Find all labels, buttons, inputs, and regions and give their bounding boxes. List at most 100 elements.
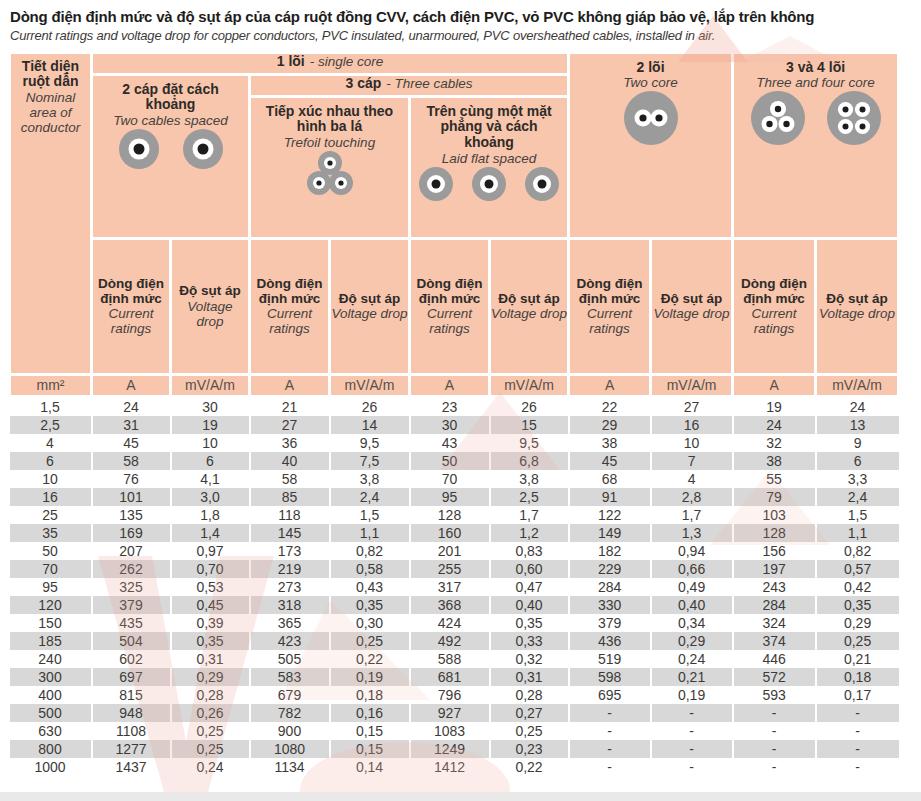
- value-cell: 0,19: [651, 686, 733, 704]
- table-row: 5009480,267820,169270,27----: [10, 704, 899, 722]
- value-cell: 26: [330, 396, 410, 416]
- value-cell: 0,49: [651, 578, 733, 596]
- value-cell: 796: [410, 686, 490, 704]
- single-core-label-en: - single core: [310, 54, 384, 69]
- value-cell: 79: [733, 488, 816, 506]
- value-cell: 19: [733, 396, 816, 416]
- table-row: 63011080,259000,1510830,25----: [10, 722, 899, 740]
- value-cell: -: [651, 722, 733, 740]
- conductor-size-cell: 1000: [10, 758, 92, 776]
- value-cell: 9,5: [490, 434, 569, 452]
- value-cell: 32: [733, 434, 816, 452]
- value-cell: 43: [410, 434, 490, 452]
- value-cell: 0,16: [330, 704, 410, 722]
- trefoil-touching-icon: [304, 150, 356, 196]
- value-cell: 330: [569, 596, 651, 614]
- voltage-drop-header-vn: Độ sụt áp: [491, 291, 567, 306]
- value-cell: 3,8: [330, 470, 410, 488]
- value-cell: 379: [92, 596, 171, 614]
- value-cell: 0,45: [171, 596, 250, 614]
- current-ratings-header-vn: Dòng điện định mức: [734, 276, 814, 306]
- value-cell: 36: [250, 434, 330, 452]
- value-cell: -: [733, 758, 816, 776]
- value-cell: 122: [569, 506, 651, 524]
- value-cell: 0,18: [330, 686, 410, 704]
- group-header-three-four-core: 3 và 4 lõi Three and four core: [733, 52, 899, 238]
- unit-cell: mV/A/m: [816, 374, 899, 396]
- value-cell: 197: [733, 560, 816, 578]
- current-ratings-header-en: Current ratings: [734, 306, 814, 336]
- value-cell: 3,0: [171, 488, 250, 506]
- value-cell: 101: [92, 488, 171, 506]
- current-ratings-header-vn: Dòng điện định mức: [570, 276, 649, 306]
- value-cell: 519: [569, 650, 651, 668]
- value-cell: 602: [92, 650, 171, 668]
- measure-header-row: Dòng điện định mứcCurrent ratingsĐộ sụt …: [10, 238, 899, 374]
- value-cell: 24: [816, 396, 899, 416]
- voltage-drop-header: Độ sụt ápVoltage drop: [651, 238, 733, 374]
- value-cell: -: [816, 704, 899, 722]
- value-cell: 583: [250, 668, 330, 686]
- value-cell: 1,3: [651, 524, 733, 542]
- current-ratings-header-en: Current ratings: [251, 306, 328, 336]
- conductor-size-cell: 70: [10, 560, 92, 578]
- conductor-size-cell: 800: [10, 740, 92, 758]
- page-subtitle: Current ratings and voltage drop for cop…: [10, 28, 921, 45]
- value-cell: 0,21: [816, 650, 899, 668]
- table-row: 702620,702190,582550,602290,661970,57: [10, 560, 899, 578]
- value-cell: 0,40: [651, 596, 733, 614]
- value-cell: 6: [816, 452, 899, 470]
- value-cell: 0,47: [490, 578, 569, 596]
- value-cell: 435: [92, 614, 171, 632]
- value-cell: 1,7: [651, 506, 733, 524]
- value-cell: 4: [651, 470, 733, 488]
- value-cell: 149: [569, 524, 651, 542]
- value-cell: 588: [410, 650, 490, 668]
- value-cell: 0,25: [171, 722, 250, 740]
- value-cell: 1,8: [171, 506, 250, 524]
- value-cell: 681: [410, 668, 490, 686]
- current-ratings-header-en: Current ratings: [411, 306, 488, 336]
- value-cell: 3,3: [816, 470, 899, 488]
- table-row: 80012770,2510800,1512490,23----: [10, 740, 899, 758]
- value-cell: 15: [490, 416, 569, 434]
- current-ratings-header-en: Current ratings: [93, 306, 169, 336]
- value-cell: 0,97: [171, 542, 250, 560]
- two-core-cable-icon: [623, 90, 679, 146]
- conductor-size-cell: 10: [10, 470, 92, 488]
- value-cell: 85: [250, 488, 330, 506]
- value-cell: 1,1: [816, 524, 899, 542]
- value-cell: 1277: [92, 740, 171, 758]
- value-cell: 0,29: [816, 614, 899, 632]
- unit-cell: A: [733, 374, 816, 396]
- value-cell: 782: [250, 704, 330, 722]
- page-title: Dòng điện định mức và độ sụt áp của cáp …: [10, 8, 921, 27]
- value-cell: 219: [250, 560, 330, 578]
- value-cell: 38: [733, 452, 816, 470]
- conductor-size-cell: 150: [10, 614, 92, 632]
- value-cell: 379: [569, 614, 651, 632]
- conductor-size-cell: 4: [10, 434, 92, 452]
- value-cell: 0,23: [490, 740, 569, 758]
- conductor-size-cell: 6: [10, 452, 92, 470]
- value-cell: 572: [733, 668, 816, 686]
- value-cell: 317: [410, 578, 490, 596]
- unit-cell: A: [250, 374, 330, 396]
- value-cell: 374: [733, 632, 816, 650]
- table-row: 100014370,2411340,1414120,22----: [10, 758, 899, 776]
- value-cell: 22: [569, 396, 651, 416]
- value-cell: 0,34: [651, 614, 733, 632]
- value-cell: 0,25: [330, 632, 410, 650]
- value-cell: 1108: [92, 722, 171, 740]
- value-cell: 40: [250, 452, 330, 470]
- table-row: 10764,1583,8703,8684553,3: [10, 470, 899, 488]
- four-core-cable-icon: [826, 90, 882, 146]
- value-cell: 27: [651, 396, 733, 416]
- value-cell: 173: [250, 542, 330, 560]
- current-ratings-header: Dòng điện định mứcCurrent ratings: [733, 238, 816, 374]
- value-cell: 1,2: [490, 524, 569, 542]
- page-bottom-bar: [0, 792, 921, 801]
- conductor-size-cell: 16: [10, 488, 92, 506]
- value-cell: 0,82: [330, 542, 410, 560]
- value-cell: -: [569, 740, 651, 758]
